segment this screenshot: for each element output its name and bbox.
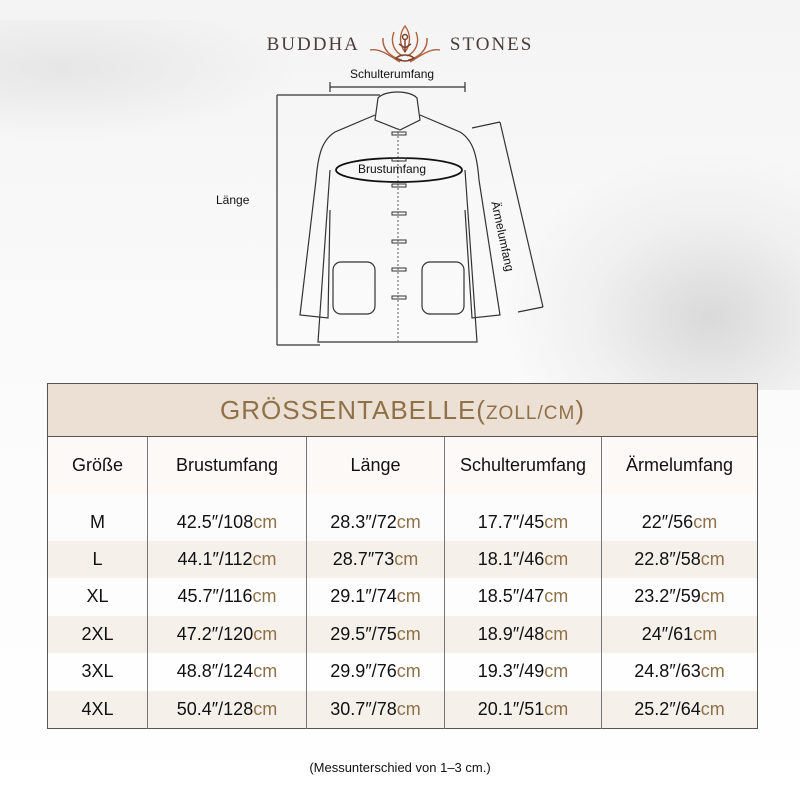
measure-cell: 24″/61cm [601,615,758,653]
measure-cell: 45.7″/116cm [147,578,307,616]
size-cell: XL [86,586,109,607]
brand-logo: BUDDHA STONES [0,22,800,68]
label-chest: Brustumfang [358,162,427,176]
measure-cell: 29.5″/75cm [306,615,445,653]
header-size: Größe [47,436,148,494]
measure-cell: 18.9″/48cm [444,615,602,653]
measure-cell: 18.1″/46cm [444,540,602,578]
table-row: L 44.1″/112cm 28.7″73cm 18.1″/46cm 22.8″/58c… [47,540,758,578]
size-cell: L [47,540,148,578]
measure-cell: 17.7″/45cm [444,493,602,541]
measure-cell: 47.2″/120cm [147,615,307,653]
table-row: XL 45.7″/116cm 29.1″/74cm 18.5″/47cm 23.2″/5… [48,578,758,616]
measure-cell: 30.7″/78cm [306,690,445,728]
table-row: 2XL 47.2″/120cm 29.5″/75cm 18.9″/48cm 24″/61… [47,615,758,653]
header-sleeve: Ärmelumfang [601,436,758,494]
measurement-note: (Messunterschied von 1–3 cm.) [309,760,491,775]
measure-cell: 42.5″/108cm [147,493,307,541]
header-chest: Brustumfang [147,436,307,494]
table-row: 3XL 48.8″/124cm 29.9″/76cm 19.3″/49cm 24.8″/… [48,653,758,691]
table-title: GRÖSSENTABELLE(ZOLL/CM) [47,383,758,437]
measure-cell: 23.2″/59cm [601,578,758,616]
measure-cell: 18.5″/47cm [444,578,602,616]
size-chart-table: GRÖSSENTABELLE(ZOLL/CM) Größe Brustumfan… [47,383,758,729]
brand-right: STONES [449,34,534,55]
header-length: Länge [306,436,445,494]
size-cell: 2XL [47,615,148,653]
table-row: 4XL 50.4″/128cm 30.7″/78cm 20.1″/51cm 25.2″/… [47,690,758,728]
jacket-outline [276,82,544,346]
measure-cell: 24.8″/63cm [601,653,758,691]
measure-cell: 22.8″/58cm [601,540,758,578]
measure-cell: 25.2″/64cm [601,690,758,728]
measure-cell: 28.7″73cm [306,540,445,578]
measure-cell: 48.8″/124cm [147,653,307,691]
brand-left: BUDDHA [266,34,360,55]
measure-cell: 44.1″/112cm [147,540,307,578]
header-row: Größe Brustumfang Länge Schulterumfang Ä… [47,436,758,494]
jacket-diagram: Schulterumfang Länge Brustumfang Ärmelum… [200,60,600,360]
measure-cell: 22″/56cm [601,493,758,541]
measure-cell: 19.3″/49cm [444,653,602,691]
size-cell: M [90,511,105,532]
background-mountains [500,150,800,390]
measure-cell: 29.9″/76cm [306,653,445,691]
label-length: Länge [216,193,250,207]
measure-cell: 29.1″/74cm [306,578,445,616]
size-cell: 4XL [47,690,148,728]
measure-cell: 50.4″/128cm [147,690,307,728]
label-shoulder: Schulterumfang [350,67,435,81]
measure-cell: 28.3″/72cm [306,493,445,541]
size-cell: 3XL [81,661,114,682]
table-row: M 42.5″/108cm 28.3″/72cm 17.7″/45cm 22″/56cm [48,493,758,541]
background-mist [0,20,300,140]
measure-cell: 20.1″/51cm [444,690,602,728]
lotus-meditation-icon [369,24,441,63]
header-shoulder: Schulterumfang [444,436,602,494]
